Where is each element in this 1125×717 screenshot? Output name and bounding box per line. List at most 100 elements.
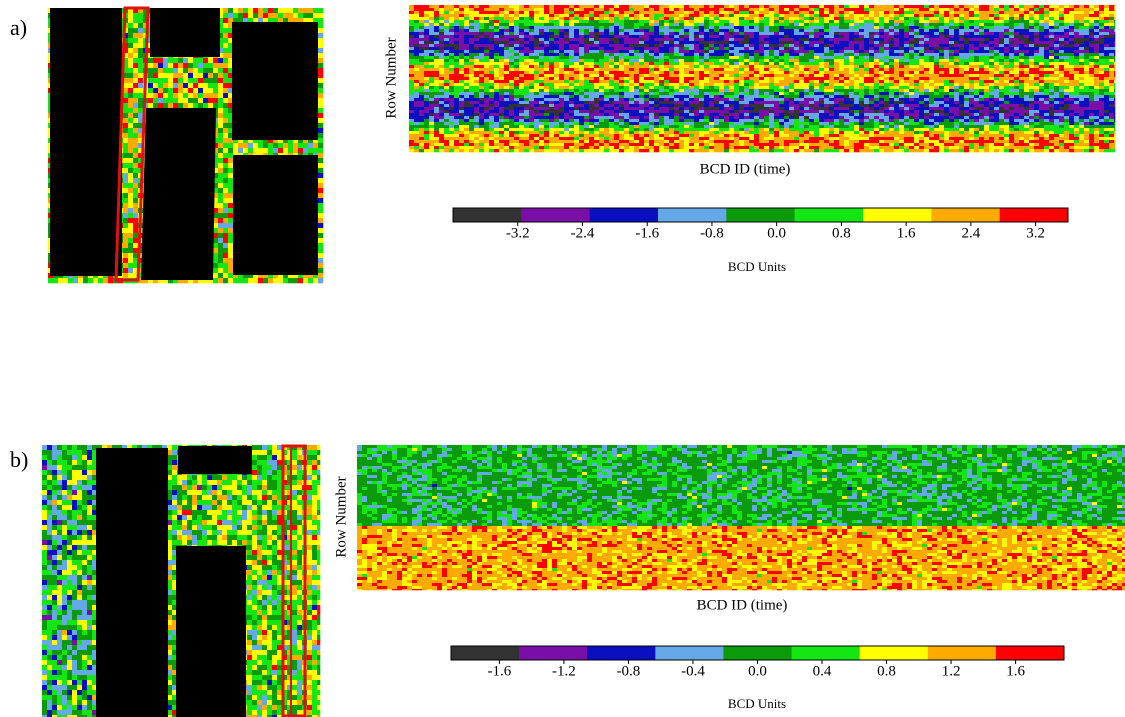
heatmap-cell: [739, 17, 745, 21]
heatmap-cell: [464, 20, 470, 24]
heatmap-cell: [424, 8, 430, 12]
heatmap-cell: [479, 38, 485, 42]
heatmap-cell: [929, 41, 935, 45]
image-pixel: [223, 113, 229, 119]
image-pixel: [188, 83, 194, 89]
heatmap-cell: [834, 29, 840, 33]
heatmap-cell: [489, 20, 495, 24]
heatmap-cell: [539, 44, 545, 48]
heatmap-cell: [569, 5, 575, 9]
heatmap-cell: [1009, 35, 1015, 39]
heatmap-cell: [1004, 23, 1010, 27]
heatmap-cell: [739, 32, 745, 36]
heatmap-cell: [1079, 5, 1085, 9]
heatmap-cell: [554, 8, 560, 12]
image-pixel: [213, 178, 219, 184]
heatmap-cell: [429, 23, 435, 27]
heatmap-cell: [509, 23, 515, 27]
heatmap-cell: [1019, 41, 1025, 45]
heatmap-cell: [1084, 8, 1090, 12]
heatmap-cell: [899, 20, 905, 24]
heatmap-cell: [1024, 17, 1030, 21]
image-pixel: [148, 68, 154, 74]
heatmap-cell: [749, 35, 755, 39]
image-pixel: [123, 228, 129, 234]
image-pixel: [218, 68, 224, 74]
heatmap-cell: [859, 26, 865, 30]
heatmap-cell: [859, 17, 865, 21]
image-pixel: [123, 58, 129, 64]
heatmap-cell: [949, 11, 955, 15]
heatmap-cell: [979, 8, 985, 12]
image-pixel: [223, 253, 229, 259]
image-pixel: [158, 93, 164, 99]
image-pixel: [308, 143, 314, 149]
heatmap-cell: [839, 14, 845, 18]
heatmap-cell: [1054, 29, 1060, 33]
heatmap-cell: [864, 8, 870, 12]
heatmap-cell: [729, 35, 735, 39]
heatmap-cell: [994, 26, 1000, 30]
heatmap-cell: [409, 44, 415, 48]
heatmap-cell: [854, 29, 860, 33]
heatmap-cell: [699, 44, 705, 48]
image-pixel: [123, 223, 129, 229]
heatmap-cell: [459, 32, 465, 36]
heatmap-cell: [1109, 35, 1115, 39]
heatmap-cell: [659, 26, 665, 30]
heatmap-cell: [669, 41, 675, 45]
image-pixel: [198, 98, 204, 104]
heatmap-cell: [884, 17, 890, 21]
image-pixel: [133, 18, 139, 24]
image-pixel: [223, 78, 229, 84]
heatmap-cell: [414, 8, 420, 12]
heatmap-cell: [484, 14, 490, 18]
heatmap-cell: [494, 41, 500, 45]
image-pixel: [128, 163, 134, 169]
heatmap-cell: [1044, 20, 1050, 24]
heatmap-cell: [439, 41, 445, 45]
image-pixel: [228, 128, 234, 134]
image-pixel: [223, 178, 229, 184]
image-pixel: [223, 263, 229, 269]
image-pixel: [283, 278, 289, 284]
heatmap-cell: [849, 29, 855, 33]
heatmap-cell: [584, 41, 590, 45]
heatmap-cell: [494, 44, 500, 48]
image-pixel: [148, 103, 154, 109]
heatmap-cell: [784, 32, 790, 36]
heatmap-cell: [529, 23, 535, 27]
heatmap-cell: [824, 8, 830, 12]
image-pixel: [163, 98, 169, 104]
heatmap-cell: [779, 20, 785, 24]
heatmap-cell: [654, 35, 660, 39]
heatmap-cell: [829, 14, 835, 18]
image-pixel: [213, 163, 219, 169]
heatmap-cell: [1099, 17, 1105, 21]
heatmap-cell: [674, 35, 680, 39]
image-pixel: [288, 143, 294, 149]
heatmap-cell: [904, 14, 910, 18]
image-pixel: [228, 113, 234, 119]
heatmap-cell: [684, 8, 690, 12]
heatmap-cell: [599, 44, 605, 48]
heatmap-cell: [499, 35, 505, 39]
heatmap-cell: [684, 44, 690, 48]
heatmap-cell: [744, 32, 750, 36]
heatmap-cell: [519, 32, 525, 36]
heatmap-cell: [709, 38, 715, 42]
heatmap-cell: [624, 14, 630, 18]
heatmap-cell: [884, 32, 890, 36]
heatmap-cell: [859, 11, 865, 15]
heatmap-cell: [699, 29, 705, 33]
heatmap-cell: [814, 44, 820, 48]
heatmap-cell: [729, 8, 735, 12]
image-pixel: [258, 148, 264, 154]
heatmap-cell: [1089, 8, 1095, 12]
heatmap-cell: [769, 14, 775, 18]
image-pixel: [243, 143, 249, 149]
heatmap-cell: [889, 35, 895, 39]
heatmap-cell: [884, 8, 890, 12]
heatmap-cell: [1029, 32, 1035, 36]
image-pixel: [128, 218, 134, 224]
